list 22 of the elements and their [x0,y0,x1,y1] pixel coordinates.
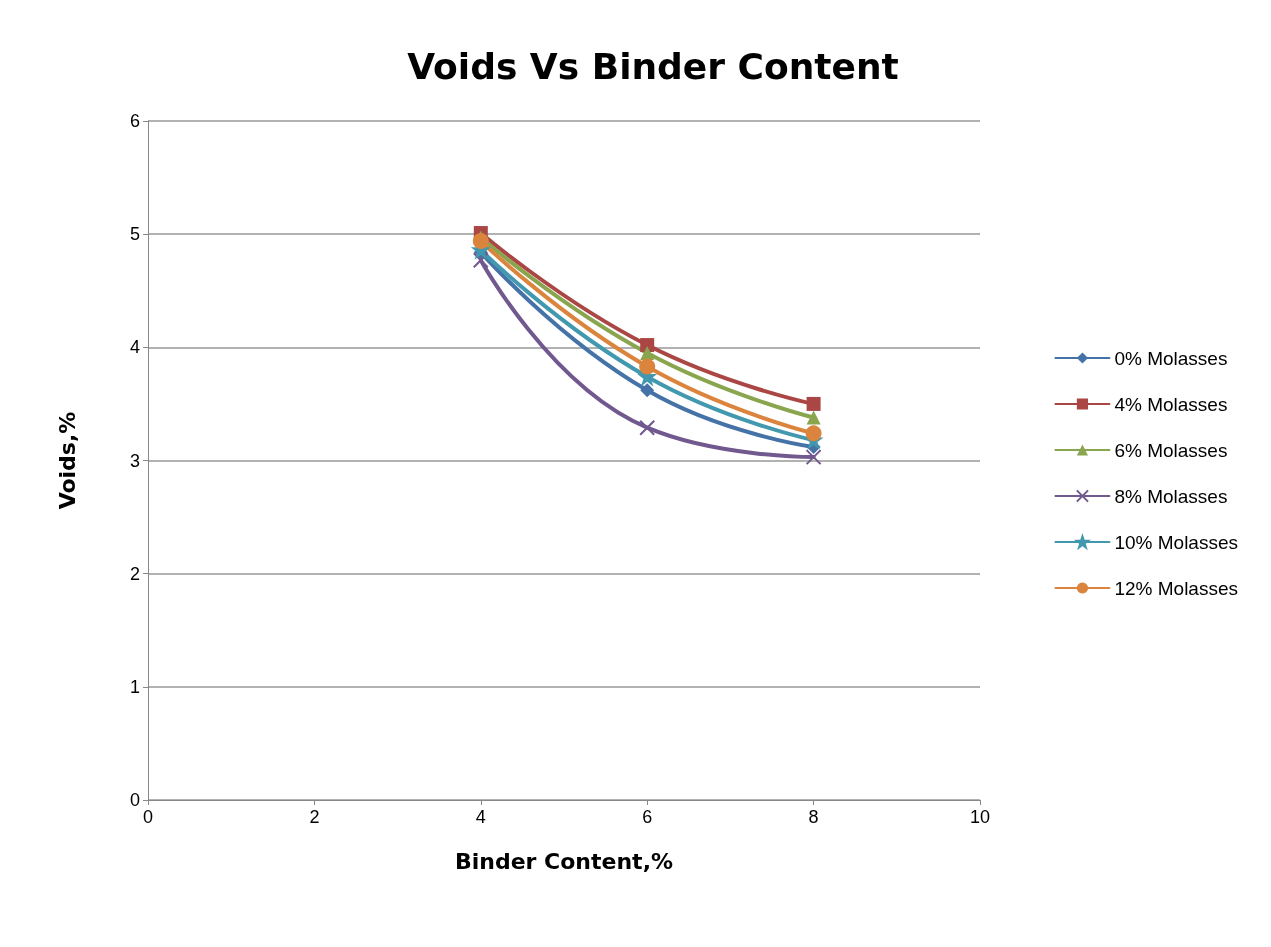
legend-label: 8% Molasses [1114,485,1228,507]
y-tick-label: 0 [129,790,140,810]
x-axis-title: Binder Content,% [454,848,674,874]
y-axis-title: Voids,% [54,411,80,510]
y-tick-label: 4 [129,337,140,358]
x-tick-label: 0 [142,807,154,827]
legend-label: 0% Molasses [1114,347,1228,369]
legend-label: 12% Molasses [1114,577,1239,599]
chart-title: Voids Vs Binder Content [407,45,899,87]
y-tick-label: 5 [129,224,140,245]
x-tick-label: 8 [808,807,819,827]
y-tick-label: 3 [129,450,140,471]
y-tick-label: 6 [129,111,140,131]
legend-label: 4% Molasses [1114,393,1228,415]
x-tick-label: 2 [309,807,320,827]
x-tick-label: 10 [969,807,991,827]
legend-label: 10% Molasses [1114,531,1239,553]
y-tick-label: 1 [129,676,140,697]
x-tick-label: 6 [642,807,653,827]
y-tick-label: 2 [129,563,140,584]
x-tick-label: 4 [475,807,486,827]
legend-label: 6% Molasses [1114,439,1228,461]
